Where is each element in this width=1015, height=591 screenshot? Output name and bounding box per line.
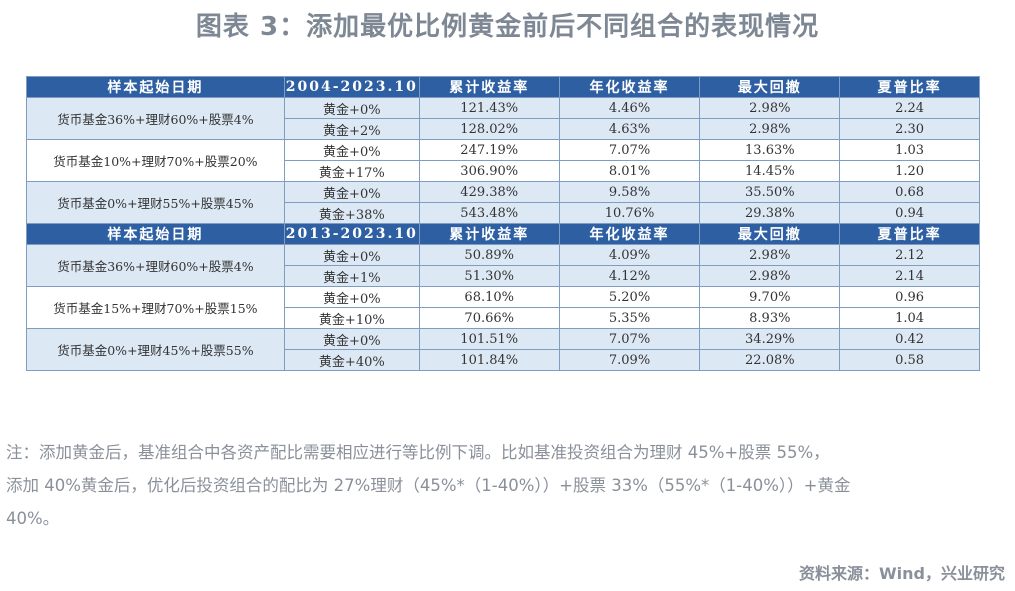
cumulative-return-cell: 101.84% <box>418 349 560 371</box>
cumulative-return-cell: 543.48% <box>418 202 560 224</box>
max-drawdown-cell: 13.63% <box>699 139 841 161</box>
cumulative-return-cell: 68.10% <box>418 286 560 308</box>
header-cumulative-return: 累计收益率 <box>418 76 560 98</box>
max-drawdown-cell: 22.08% <box>699 349 841 371</box>
source-credit: 资料来源：Wind，兴业研究 <box>799 564 1005 583</box>
annualized-return-cell: 7.07% <box>558 328 701 350</box>
cumulative-return-cell: 306.90% <box>418 160 560 182</box>
header-period: 2013-2023.10 <box>283 223 420 245</box>
max-drawdown-cell: 2.98% <box>699 97 841 119</box>
max-drawdown-cell: 2.98% <box>699 265 841 287</box>
gold-allocation-cell: 黄金+10% <box>283 307 420 329</box>
annualized-return-cell: 4.63% <box>558 118 701 140</box>
sharpe-ratio-cell: 2.14 <box>839 265 980 287</box>
annualized-return-cell: 9.58% <box>558 181 701 203</box>
cumulative-return-cell: 247.19% <box>418 139 560 161</box>
header-period: 2004-2023.10 <box>283 76 420 98</box>
max-drawdown-cell: 8.93% <box>699 307 841 329</box>
max-drawdown-cell: 14.45% <box>699 160 841 182</box>
gold-allocation-cell: 黄金+2% <box>283 118 420 140</box>
header-start-date: 样本起始日期 <box>26 76 285 98</box>
portfolio-combo-cell: 货币基金36%+理财60%+股票4% <box>26 97 285 140</box>
table-row: 货币基金10%+理财70%+股票20% 黄金+0% 247.19% 7.07% 13.6… <box>26 139 980 182</box>
table-row: 货币基金15%+理财70%+股票15% 黄金+0% 68.10% 5.20% 9.70%… <box>26 286 980 329</box>
table-row: 货币基金0%+理财45%+股票55% 黄金+0% 101.51% 7.07% 34.29… <box>26 328 980 371</box>
table-note: 注：添加黄金后，基准组合中各资产配比需要相应进行等比例下调。比如基准投资组合为理… <box>6 436 1006 535</box>
gold-allocation-cell: 黄金+38% <box>283 202 420 224</box>
gold-allocation-cell: 黄金+0% <box>283 244 420 266</box>
table-row: 黄金+38% 543.48% 10.76% 29.38% 0.94 <box>27 202 980 224</box>
annualized-return-cell: 4.12% <box>558 265 701 287</box>
max-drawdown-cell: 34.29% <box>699 328 841 350</box>
figure-title: 图表 3：添加最优比例黄金前后不同组合的表现情况 <box>195 12 820 42</box>
annualized-return-cell: 5.20% <box>558 286 701 308</box>
annualized-return-cell: 7.09% <box>558 349 701 371</box>
sharpe-ratio-cell: 2.24 <box>839 97 980 119</box>
portfolio-combo-cell: 货币基金15%+理财70%+股票15% <box>26 286 285 329</box>
header-max-drawdown: 最大回撤 <box>699 76 841 98</box>
cumulative-return-cell: 50.89% <box>418 244 560 266</box>
annualized-return-cell: 4.09% <box>558 244 701 266</box>
performance-table: 样本起始日期 2004-2023.10 累计收益率 年化收益率 最大回撤 夏普比率 货币基金… <box>26 76 980 371</box>
max-drawdown-cell: 2.98% <box>699 244 841 266</box>
sharpe-ratio-cell: 0.58 <box>839 349 980 371</box>
header-sharpe-ratio: 夏普比率 <box>839 223 980 245</box>
header-max-drawdown: 最大回撤 <box>699 223 841 245</box>
header-row: 样本起始日期 2004-2023.10 累计收益率 年化收益率 最大回撤 夏普比率 <box>26 76 980 98</box>
table-row: 货币基金36%+理财60%+股票4% 黄金+0% 50.89% 4.09% 2.98% 2… <box>26 244 980 287</box>
cumulative-return-cell: 128.02% <box>418 118 560 140</box>
sharpe-ratio-cell: 1.04 <box>839 307 980 329</box>
cumulative-return-cell: 51.30% <box>418 265 560 287</box>
max-drawdown-cell: 2.98% <box>699 118 841 140</box>
sharpe-ratio-cell: 1.20 <box>839 160 980 182</box>
table-body: 样本起始日期 2004-2023.10 累计收益率 年化收益率 最大回撤 夏普比率 货币基金… <box>26 76 980 371</box>
note-line: 注：添加黄金后，基准组合中各资产配比需要相应进行等比例下调。比如基准投资组合为理… <box>6 443 830 462</box>
table-row: 黄金+10% 70.66% 5.35% 8.93% 1.04 <box>27 307 980 329</box>
sharpe-ratio-cell: 0.96 <box>839 286 980 308</box>
gold-allocation-cell: 黄金+1% <box>283 265 420 287</box>
max-drawdown-cell: 35.50% <box>699 181 841 203</box>
annualized-return-cell: 8.01% <box>558 160 701 182</box>
note-line: 添加 40%黄金后，优化后投资组合的配比为 27%理财（45%*（1-40%））… <box>6 476 851 495</box>
cumulative-return-cell: 121.43% <box>418 97 560 119</box>
annualized-return-cell: 10.76% <box>558 202 701 224</box>
max-drawdown-cell: 9.70% <box>699 286 841 308</box>
gold-allocation-cell: 黄金+0% <box>283 328 420 350</box>
header-annualized-return: 年化收益率 <box>558 223 701 245</box>
sharpe-ratio-cell: 0.42 <box>839 328 980 350</box>
header-start-date: 样本起始日期 <box>26 223 285 245</box>
table-row: 黄金+1% 51.30% 4.12% 2.98% 2.14 <box>27 265 980 287</box>
portfolio-combo-cell: 货币基金0%+理财55%+股票45% <box>26 181 285 224</box>
gold-allocation-cell: 黄金+0% <box>283 286 420 308</box>
sharpe-ratio-cell: 0.68 <box>839 181 980 203</box>
gold-allocation-cell: 黄金+0% <box>283 97 420 119</box>
gold-allocation-cell: 黄金+17% <box>283 160 420 182</box>
header-sharpe-ratio: 夏普比率 <box>839 76 980 98</box>
note-line: 40%。 <box>6 509 60 528</box>
portfolio-combo-cell: 货币基金0%+理财45%+股票55% <box>26 328 285 371</box>
gold-allocation-cell: 黄金+40% <box>283 349 420 371</box>
header-row: 样本起始日期 2013-2023.10 累计收益率 年化收益率 最大回撤 夏普比率 <box>26 223 980 245</box>
table-row: 货币基金0%+理财55%+股票45% 黄金+0% 429.38% 9.58% 35.50… <box>26 181 980 224</box>
header-cumulative-return: 累计收益率 <box>418 223 560 245</box>
portfolio-combo-cell: 货币基金10%+理财70%+股票20% <box>26 139 285 182</box>
gold-allocation-cell: 黄金+0% <box>283 139 420 161</box>
cumulative-return-cell: 429.38% <box>418 181 560 203</box>
annualized-return-cell: 5.35% <box>558 307 701 329</box>
portfolio-combo-cell: 货币基金36%+理财60%+股票4% <box>26 244 285 287</box>
cumulative-return-cell: 70.66% <box>418 307 560 329</box>
sharpe-ratio-cell: 0.94 <box>839 202 980 224</box>
table-row: 黄金+2% 128.02% 4.63% 2.98% 2.30 <box>27 118 980 140</box>
header-annualized-return: 年化收益率 <box>558 76 701 98</box>
sharpe-ratio-cell: 2.12 <box>839 244 980 266</box>
gold-allocation-cell: 黄金+0% <box>283 181 420 203</box>
sharpe-ratio-cell: 1.03 <box>839 139 980 161</box>
table-row: 货币基金36%+理财60%+股票4% 黄金+0% 121.43% 4.46% 2.98%… <box>26 97 980 140</box>
annualized-return-cell: 4.46% <box>558 97 701 119</box>
table-row: 黄金+40% 101.84% 7.09% 22.08% 0.58 <box>27 349 980 371</box>
max-drawdown-cell: 29.38% <box>699 202 841 224</box>
cumulative-return-cell: 101.51% <box>418 328 560 350</box>
annualized-return-cell: 7.07% <box>558 139 701 161</box>
sharpe-ratio-cell: 2.30 <box>839 118 980 140</box>
